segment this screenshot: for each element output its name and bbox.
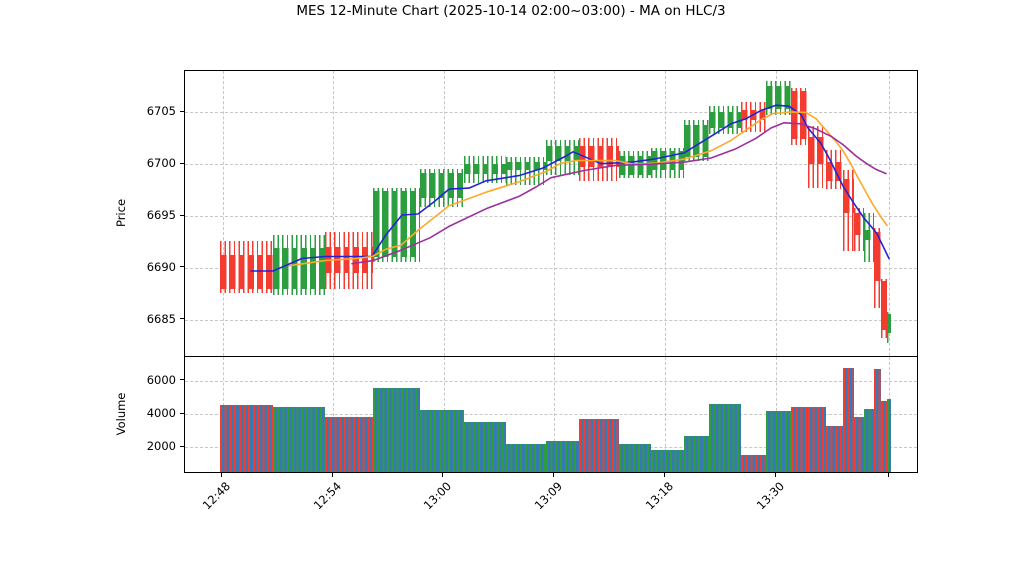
volume-bar [709,404,741,472]
time-tick-mark [774,473,776,477]
candle-body [854,212,864,235]
volume-gridline [185,380,917,382]
candle-body [619,156,651,175]
price-panel [184,70,918,357]
price-gridline [185,319,917,321]
volume-panel [184,356,918,473]
volume-bar [546,440,579,472]
candle-body [546,145,579,162]
volume-bar [887,399,891,472]
volume-tick-label: 6000 [146,372,176,387]
candle-body [579,146,619,167]
candle-body [709,112,741,128]
candle-body [464,164,506,174]
volume-tick-label: 2000 [146,439,176,454]
volume-bar [651,449,684,472]
volume-tick-mark [180,379,184,381]
volume-bar [808,407,826,472]
time-tick-mark [887,473,889,477]
candle-body [874,231,881,282]
price-tick-label: 6695 [146,208,176,223]
time-tick-mark [442,473,443,477]
candle-body [843,178,854,213]
price-tick-mark [180,318,184,320]
volume-bar [420,409,464,472]
volume-bar [273,406,325,472]
price-tick-label: 6700 [146,156,176,171]
volume-bar [619,443,651,472]
price-tick-label: 6705 [146,104,176,119]
candle-body [506,162,546,171]
volume-tick-label: 4000 [146,406,176,421]
candle-body [373,191,420,258]
candle-body [220,254,273,289]
candle-body [887,314,891,333]
candle-body [273,248,325,289]
volume-bar [864,409,874,472]
time-tick-label: 13:00 [421,479,455,513]
candle-body [651,150,684,171]
time-tick-mark [663,473,665,477]
volume-tick-mark [180,412,184,414]
volume-tick-mark [180,445,184,447]
volume-gridline [185,414,917,416]
candle-wick [506,156,546,185]
time-gridline [554,71,555,356]
candle-body [864,229,874,240]
time-tick-label: 12:48 [200,479,234,513]
price-axis-label: Price [114,198,128,228]
volume-bar [854,417,864,472]
volume-bar [325,417,373,472]
volume-bar [766,410,791,472]
time-gridline [665,71,666,356]
time-tick-label: 13:18 [642,479,676,513]
price-gridline [185,216,917,218]
time-tick-mark [221,473,222,477]
price-tick-label: 6685 [146,311,176,326]
time-gridline [333,357,334,472]
volume-plot-area [185,357,917,472]
price-tick-mark [180,162,184,164]
candle-body [420,172,464,198]
candle-body [325,247,373,274]
candle-body [791,90,808,140]
price-plot-area [185,71,917,356]
time-tick-label: 12:54 [310,479,344,513]
volume-axis-label: Volume [114,392,128,436]
volume-bar [220,404,273,472]
candle-body [766,85,791,110]
volume-bar [373,388,420,472]
volume-bar [464,422,506,472]
time-tick-label: 13:30 [753,479,787,513]
candle-body [684,125,709,157]
candle-body [881,281,887,331]
volume-bar [791,407,808,472]
volume-bar [874,369,881,472]
candle-body [741,109,766,121]
price-tick-mark [180,110,184,112]
time-gridline [443,71,445,356]
time-tick-label: 13:09 [531,479,565,513]
volume-bar [881,400,887,472]
time-tick-mark [552,473,554,477]
time-tick-mark [331,473,333,477]
price-tick-label: 6690 [146,259,176,274]
candle-body [808,137,826,165]
time-gridline [333,71,334,356]
volume-bar [506,443,546,472]
time-gridline [665,357,666,472]
volume-bar [684,435,709,472]
volume-bar [843,367,854,472]
chart-title: MES 12-Minute Chart (2025-10-14 02:00~03… [296,3,726,19]
volume-bar [826,426,843,472]
price-tick-mark [180,266,184,268]
volume-bar [579,419,619,472]
time-gridline [554,357,555,472]
volume-bar [741,454,766,472]
candle-body [826,162,843,181]
time-gridline [222,71,224,356]
price-tick-mark [180,214,184,216]
